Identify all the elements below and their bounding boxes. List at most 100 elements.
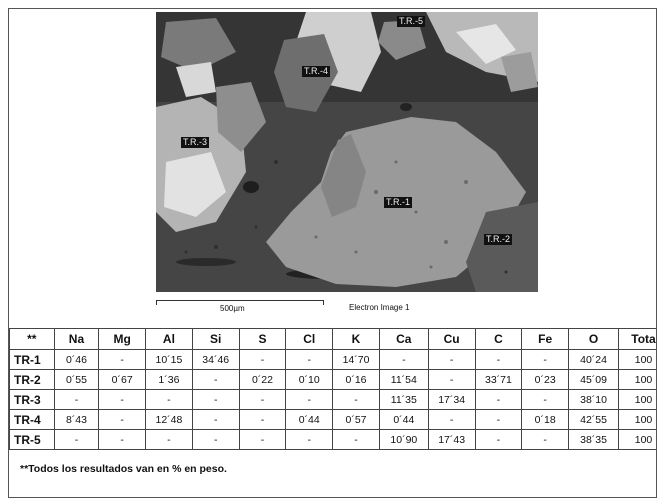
row-label: TR-3 [9, 389, 55, 410]
scale-bar: 500µm Electron Image 1 [156, 296, 538, 314]
table-cell: 0´22 [238, 369, 287, 390]
table-header-row: ** Na Mg Al Si S Cl K Ca Cu C Fe O Tota [9, 328, 656, 350]
table-cell: - [53, 429, 100, 450]
header-cell: ** [9, 328, 55, 350]
table-cell: - [191, 409, 240, 430]
table-cell: 38´10 [568, 389, 620, 410]
table-row: TR-3 - - - - - - - 11´35 17´34 - - 38´10… [9, 389, 656, 410]
table-row: TR-2 0´55 0´67 1´36 - 0´22 0´10 0´16 11´… [9, 369, 656, 390]
table-cell: - [191, 429, 240, 450]
table-cell: - [285, 349, 334, 370]
table-cell: - [238, 349, 287, 370]
table-cell: - [191, 389, 240, 410]
table-cell: - [98, 389, 147, 410]
table-cell: 34´46 [191, 349, 240, 370]
table-cell: 12´48 [145, 409, 193, 430]
table-row: TR-4 8´43 - 12´48 - - 0´44 0´57 0´44 - -… [9, 409, 656, 430]
table-cell: - [521, 429, 570, 450]
table-cell: 10´90 [378, 429, 429, 450]
table-row: TR-1 0´46 - 10´15 34´46 - - 14´70 - - - … [9, 349, 656, 370]
header-cell: Tota [618, 328, 656, 350]
row-label: TR-1 [9, 349, 55, 370]
table-cell: 0´44 [378, 409, 429, 430]
results-table: ** Na Mg Al Si S Cl K Ca Cu C Fe O Tota … [9, 328, 656, 450]
sem-image [156, 12, 538, 292]
table-cell: 100 [618, 369, 656, 390]
table-cell: - [332, 389, 380, 410]
table-cell: 0´46 [53, 349, 100, 370]
table-cell: - [521, 389, 570, 410]
table-cell: - [474, 429, 523, 450]
header-cell: O [568, 328, 620, 350]
table-cell: - [427, 349, 476, 370]
table-cell: 1´36 [145, 369, 193, 390]
table-cell: - [145, 389, 193, 410]
row-label: TR-5 [9, 429, 55, 450]
table-cell: - [474, 349, 523, 370]
table-cell: 8´43 [53, 409, 100, 430]
scale-text: 500µm [220, 304, 245, 313]
table-cell: 17´34 [427, 389, 476, 410]
table-cell: 0´67 [98, 369, 147, 390]
table-cell: - [98, 349, 147, 370]
footnote: **Todos los resultados van en % en peso. [20, 463, 227, 475]
table-cell: 100 [618, 389, 656, 410]
table-cell: 0´44 [285, 409, 334, 430]
table-cell: 10´15 [145, 349, 193, 370]
table-cell: 0´55 [53, 369, 100, 390]
label-tr4: T.R.-4 [302, 66, 331, 77]
table-cell: - [427, 369, 476, 390]
table-cell: 11´35 [378, 389, 429, 410]
table-cell: 38´35 [568, 429, 620, 450]
table-cell: - [474, 389, 523, 410]
table-cell: 100 [618, 349, 656, 370]
header-cell: Na [53, 328, 100, 350]
table-cell: - [427, 409, 476, 430]
table-cell: 0´10 [285, 369, 334, 390]
image-caption: Electron Image 1 [349, 303, 410, 312]
table-cell: - [238, 389, 287, 410]
header-cell: K [332, 328, 380, 350]
table-cell: 33´71 [474, 369, 523, 390]
table-cell: - [145, 429, 193, 450]
table-cell: - [191, 369, 240, 390]
table-cell: - [238, 429, 287, 450]
table-cell: 0´18 [521, 409, 570, 430]
table-row: TR-5 - - - - - - - 10´90 17´43 - - 38´35… [9, 429, 656, 450]
header-cell: C [474, 328, 523, 350]
table-cell: - [332, 429, 380, 450]
row-label: TR-2 [9, 369, 55, 390]
table-cell: 17´43 [427, 429, 476, 450]
table-cell: - [378, 349, 429, 370]
label-tr5: T.R.-5 [397, 16, 426, 27]
table-cell: - [285, 389, 334, 410]
table-cell: 11´54 [378, 369, 429, 390]
table-cell: - [98, 429, 147, 450]
table-cell: - [238, 409, 287, 430]
table-cell: 45´09 [568, 369, 620, 390]
table-cell: 100 [618, 409, 656, 430]
header-cell: Mg [98, 328, 147, 350]
header-cell: Cl [285, 328, 334, 350]
header-cell: Al [145, 328, 193, 350]
label-tr1: T.R.-1 [384, 197, 413, 208]
label-tr3: T.R.-3 [181, 137, 210, 148]
header-cell: S [238, 328, 287, 350]
header-cell: Si [191, 328, 240, 350]
table-cell: - [474, 409, 523, 430]
header-cell: Ca [378, 328, 429, 350]
row-label: TR-4 [9, 409, 55, 430]
table-cell: 40´24 [568, 349, 620, 370]
label-tr2: T.R.-2 [484, 234, 513, 245]
table-cell: 0´23 [521, 369, 570, 390]
table-cell: 0´57 [332, 409, 380, 430]
table-cell: - [521, 349, 570, 370]
table-cell: 100 [618, 429, 656, 450]
table-cell: 14´70 [332, 349, 380, 370]
table-cell: - [285, 429, 334, 450]
table-cell: - [53, 389, 100, 410]
table-cell: 42´55 [568, 409, 620, 430]
header-cell: Fe [521, 328, 570, 350]
document-frame: T.R.-5 T.R.-4 T.R.-3 T.R.-1 T.R.-2 500µm… [8, 8, 657, 498]
sem-micrograph: T.R.-5 T.R.-4 T.R.-3 T.R.-1 T.R.-2 [156, 12, 538, 292]
